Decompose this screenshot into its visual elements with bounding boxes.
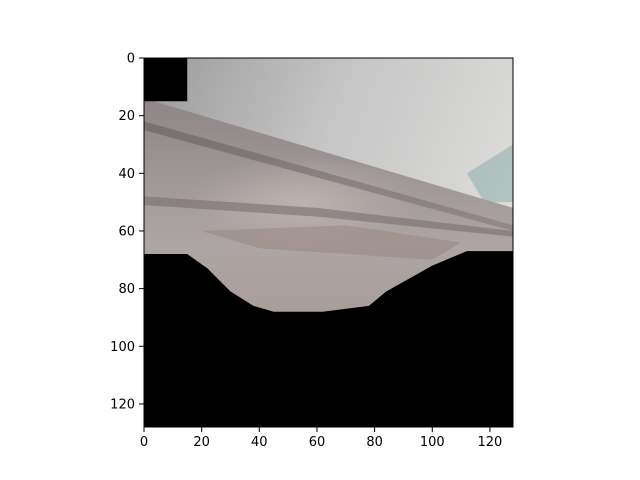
x-tick-label: 120	[478, 435, 503, 450]
y-tick-label: 120	[110, 397, 135, 412]
floor-stripe	[144, 121, 513, 231]
y-tick-label: 40	[118, 167, 135, 182]
floor-highlight	[187, 156, 418, 249]
top-left-mask	[144, 58, 188, 102]
teal-tint-region	[466, 144, 513, 203]
y-tick-label: 80	[118, 282, 135, 297]
x-tick-label: 100	[420, 435, 445, 450]
floor-stripe	[201, 225, 462, 260]
x-axis: 0 20 40 60 80 100 120	[140, 427, 502, 450]
x-tick-label: 40	[251, 435, 268, 450]
y-tick-label: 20	[118, 109, 135, 124]
y-tick-label: 60	[118, 224, 135, 239]
image-heatmap	[144, 58, 513, 427]
floor-stripe	[144, 196, 513, 237]
axes-frame	[143, 57, 514, 428]
x-tick-label: 80	[366, 435, 383, 450]
y-tick-label: 100	[110, 340, 135, 355]
x-tick-label: 20	[193, 435, 210, 450]
bottom-mask	[144, 251, 513, 427]
y-axis: 0 20 40 60 80 100 120	[110, 52, 144, 412]
y-tick-label: 0	[127, 52, 135, 67]
x-tick-label: 0	[140, 435, 148, 450]
x-tick-label: 60	[309, 435, 326, 450]
